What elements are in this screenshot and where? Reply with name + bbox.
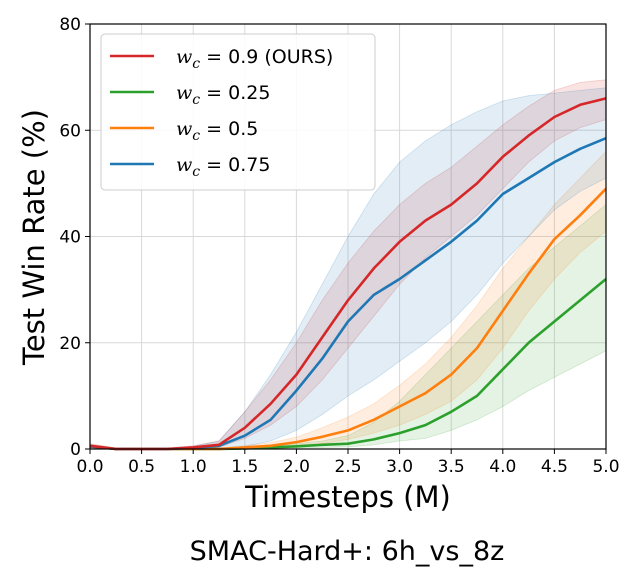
legend-var: w bbox=[176, 118, 192, 140]
x-ticks: 0.0 0.5 1.0 1.5 2.0 2.5 3.0 3.5 4.0 4.5 5.0 bbox=[76, 449, 620, 477]
y-tick-label: 40 bbox=[59, 228, 81, 248]
x-tick-label: 4.0 bbox=[489, 457, 516, 477]
y-tick-label: 80 bbox=[59, 15, 81, 35]
x-tick-label: 2.5 bbox=[334, 457, 361, 477]
x-tick-label: 0.5 bbox=[128, 457, 155, 477]
y-tick-label: 60 bbox=[59, 121, 81, 141]
legend-sub: c bbox=[192, 92, 200, 108]
x-tick-label: 3.5 bbox=[438, 457, 465, 477]
y-axis-label: Test Win Rate (%) bbox=[17, 109, 51, 366]
y-tick-label: 20 bbox=[59, 334, 81, 354]
legend-label-2: wc = 0.5 bbox=[176, 118, 258, 144]
legend-rest: = 0.75 bbox=[200, 154, 270, 176]
x-tick-label: 2.0 bbox=[283, 457, 310, 477]
x-tick-label: 5.0 bbox=[592, 457, 619, 477]
legend-var: w bbox=[176, 82, 192, 104]
x-tick-label: 1.5 bbox=[231, 457, 258, 477]
legend-label-3: wc = 0.75 bbox=[176, 154, 270, 180]
legend-rest: = 0.5 bbox=[200, 118, 258, 140]
x-tick-label: 0.0 bbox=[76, 457, 103, 477]
x-tick-label: 3.0 bbox=[386, 457, 413, 477]
x-tick-label: 4.5 bbox=[541, 457, 568, 477]
y-ticks: 0 20 40 60 80 bbox=[59, 15, 90, 460]
legend-rest: = 0.9 (OURS) bbox=[200, 46, 333, 68]
legend-sub: c bbox=[192, 56, 200, 72]
legend-sub: c bbox=[192, 128, 200, 144]
x-tick-label: 1.0 bbox=[180, 457, 207, 477]
legend-var: w bbox=[176, 46, 192, 68]
legend-box bbox=[100, 33, 376, 191]
legend-var: w bbox=[176, 154, 192, 176]
x-axis-label: Timesteps (M) bbox=[244, 480, 451, 514]
legend-label-0: wc = 0.9 (OURS) bbox=[176, 46, 333, 72]
y-tick-label: 0 bbox=[70, 440, 81, 460]
legend-rest: = 0.25 bbox=[200, 82, 270, 104]
legend-sub: c bbox=[192, 164, 200, 180]
chart-caption: SMAC-Hard+: 6h_vs_8z bbox=[190, 536, 505, 567]
legend-label-1: wc = 0.25 bbox=[176, 82, 270, 108]
